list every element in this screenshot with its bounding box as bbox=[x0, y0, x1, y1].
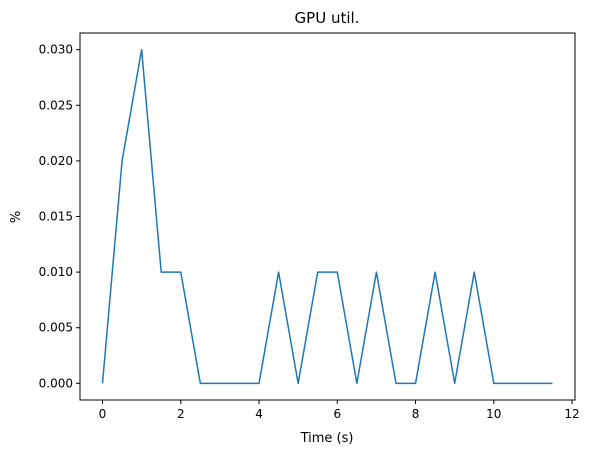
x-tick-label: 8 bbox=[412, 407, 420, 421]
chart-title: GPU util. bbox=[295, 9, 360, 27]
y-axis-label: % bbox=[9, 211, 24, 223]
x-tick-label: 12 bbox=[564, 407, 579, 421]
y-tick-label: 0.020 bbox=[39, 154, 73, 168]
y-tick-label: 0.015 bbox=[39, 210, 73, 224]
y-tick-label: 0.030 bbox=[39, 43, 73, 57]
x-tick-label: 2 bbox=[177, 407, 185, 421]
y-tick-label: 0.010 bbox=[39, 265, 73, 279]
x-axis: 0 2 4 6 8 10 12 bbox=[99, 400, 580, 421]
series-layer bbox=[101, 48, 553, 385]
y-tick-label: 0.005 bbox=[39, 321, 73, 335]
x-tick-label: 10 bbox=[486, 407, 501, 421]
x-axis-label: Time (s) bbox=[300, 431, 354, 446]
y-axis: 0.000 0.005 0.010 0.015 0.020 0.025 0.030 bbox=[39, 43, 80, 390]
x-tick-label: 6 bbox=[333, 407, 341, 421]
y-tick-label: 0.000 bbox=[39, 376, 73, 390]
x-tick-label: 4 bbox=[255, 407, 263, 421]
x-tick-label: 0 bbox=[99, 407, 107, 421]
series-line bbox=[101, 48, 553, 385]
y-tick-label: 0.025 bbox=[39, 98, 73, 112]
plot-area-frame bbox=[79, 32, 576, 401]
